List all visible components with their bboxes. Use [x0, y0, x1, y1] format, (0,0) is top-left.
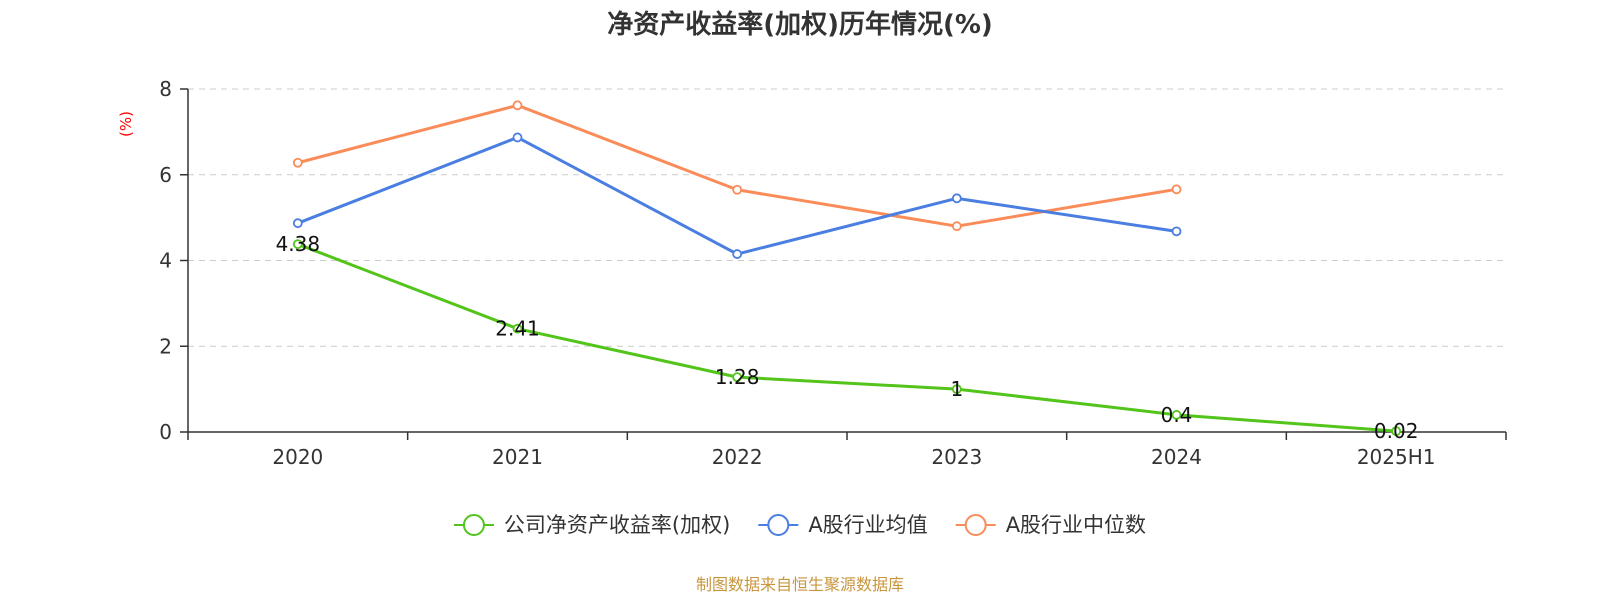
data-point[interactable]: [1171, 226, 1182, 237]
data-label: 4.38: [276, 232, 321, 256]
x-tick-label: 2024: [1151, 445, 1202, 469]
data-point[interactable]: [951, 384, 962, 395]
source-note: 制图数据来自恒生聚源数据库: [696, 575, 904, 594]
data-point[interactable]: [512, 100, 523, 111]
y-axis-label: (%): [117, 111, 135, 137]
data-point[interactable]: [292, 157, 303, 168]
data-label: 1: [950, 377, 963, 401]
data-point[interactable]: [512, 132, 523, 143]
data-point[interactable]: [1391, 426, 1402, 437]
data-point[interactable]: [951, 221, 962, 232]
data-point[interactable]: [732, 184, 743, 195]
data-point[interactable]: [1171, 409, 1182, 420]
legend-label: 公司净资产收益率(加权): [504, 513, 730, 537]
legend[interactable]: 公司净资产收益率(加权) A股行业均值 A股行业中位数: [453, 513, 1146, 537]
data-label: 0.02: [1374, 419, 1419, 443]
y-tick-label: 4: [159, 249, 172, 273]
data-point[interactable]: [512, 323, 523, 334]
data-point[interactable]: [732, 249, 743, 259]
series-line: [297, 135, 1177, 256]
y-tick-label: 0: [159, 420, 172, 444]
data-point[interactable]: [292, 218, 303, 229]
x-tick-label: 2020: [272, 445, 323, 469]
x-tick-label: 2021: [492, 445, 543, 469]
legend-label: A股行业中位数: [1006, 513, 1146, 537]
data-point[interactable]: [1171, 184, 1182, 195]
y-tick-label: 6: [159, 163, 172, 187]
x-tick-label: 2025H1: [1357, 445, 1436, 469]
legend-circle-icon: [767, 514, 790, 536]
grid-lines: [188, 88, 1506, 347]
legend-label: A股行业均值: [808, 513, 927, 537]
legend-item[interactable]: A股行业均值: [758, 513, 928, 537]
series-line: [297, 103, 1177, 228]
legend-item[interactable]: 公司净资产收益率(加权): [453, 513, 730, 537]
legend-circle-icon: [462, 514, 485, 536]
data-label: 1.28: [715, 365, 760, 389]
legend-item[interactable]: A股行业中位数: [955, 513, 1146, 537]
legend-circle-icon: [964, 514, 987, 536]
data-labels: 4.38 2.41 1.28 1 0.4 0.02: [276, 232, 1419, 443]
series-line: [297, 242, 1397, 433]
series-group: [292, 100, 1402, 437]
axes: 0 2 4 6 8 2020 2021 2022 2023 2024 2025H1: [159, 77, 1507, 469]
data-label: 2.41: [495, 317, 540, 341]
y-tick-label: 2: [159, 334, 172, 358]
data-point[interactable]: [951, 193, 962, 204]
x-tick-label: 2022: [712, 445, 763, 469]
data-label: 0.4: [1161, 403, 1193, 427]
data-point[interactable]: [732, 372, 743, 383]
y-tick-label: 8: [159, 77, 172, 101]
x-tick-label: 2023: [931, 445, 982, 469]
chart-title: 净资产收益率(加权)历年情况(%): [607, 9, 993, 40]
data-point[interactable]: [292, 239, 303, 250]
